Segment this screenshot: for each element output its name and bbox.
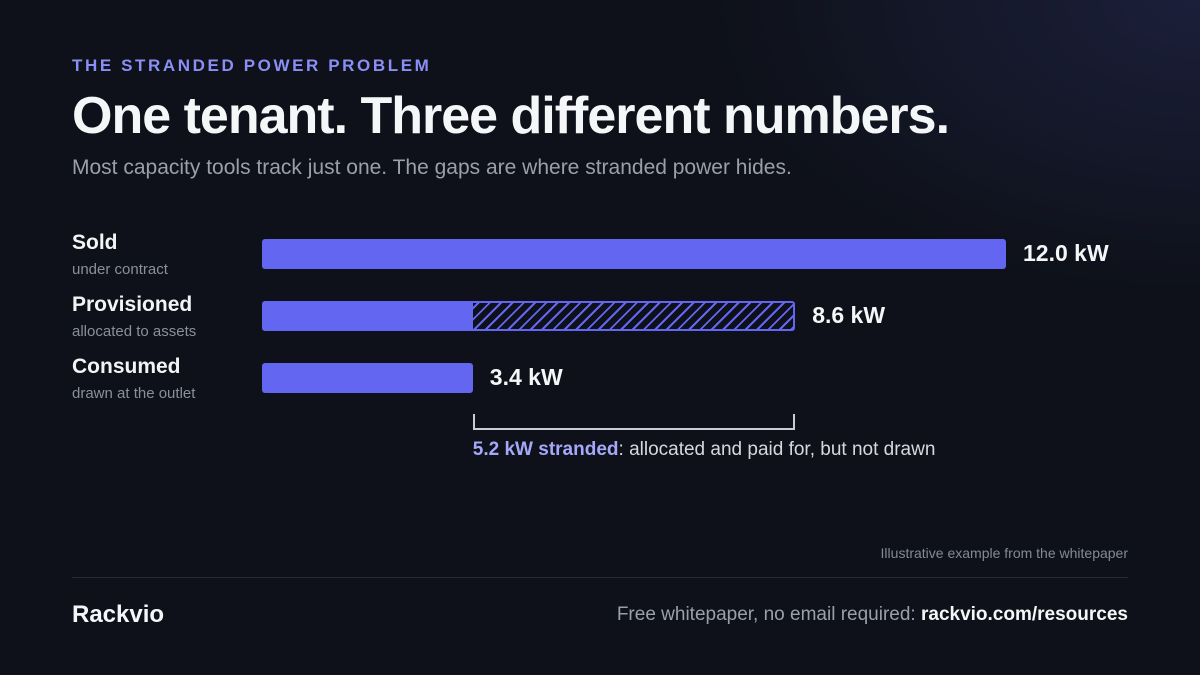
row-label-consumed: Consumed	[72, 355, 181, 378]
stranded-annotation-text: : allocated and paid for, but not drawn	[618, 439, 936, 460]
stranded-annotation: 5.2 kW stranded: allocated and paid for,…	[473, 439, 936, 461]
footer-cta: Free whitepaper, no email required: rack…	[617, 604, 1128, 626]
bar-consumed	[262, 363, 473, 393]
row-sub-sold: under contract	[72, 261, 168, 278]
resources-link[interactable]: rackvio.com/resources	[920, 604, 1128, 625]
value-label-provisioned: 8.6 kW	[812, 302, 886, 328]
row-label-provisioned: Provisioned	[72, 293, 193, 316]
eyebrow: THE STRANDED POWER PROBLEM	[72, 56, 432, 75]
bar-provisioned-stranded-part	[472, 301, 796, 331]
row-sub-provisioned: allocated to assets	[72, 323, 197, 340]
row-label-sold: Sold	[72, 231, 118, 254]
bar-provisioned-consumed-part	[262, 301, 473, 331]
value-label-consumed: 3.4 kW	[489, 364, 563, 390]
row-sub-consumed: drawn at the outlet	[72, 385, 196, 402]
value-label-sold: 12.0 kW	[1023, 240, 1109, 266]
stranded-highlight: 5.2 kW stranded	[472, 439, 619, 460]
cta-text: Free whitepaper, no email required:	[616, 604, 921, 625]
footnote: Illustrative example from the whitepaper	[880, 545, 1128, 561]
footer-divider	[72, 577, 1128, 578]
page-subtitle: Most capacity tools track just one. The …	[72, 156, 792, 179]
page-title: One tenant. Three different numbers.	[72, 87, 950, 145]
stranded-bracket	[472, 414, 796, 430]
brand-logo: Rackvio	[72, 601, 165, 628]
bar-sold	[262, 239, 1006, 269]
